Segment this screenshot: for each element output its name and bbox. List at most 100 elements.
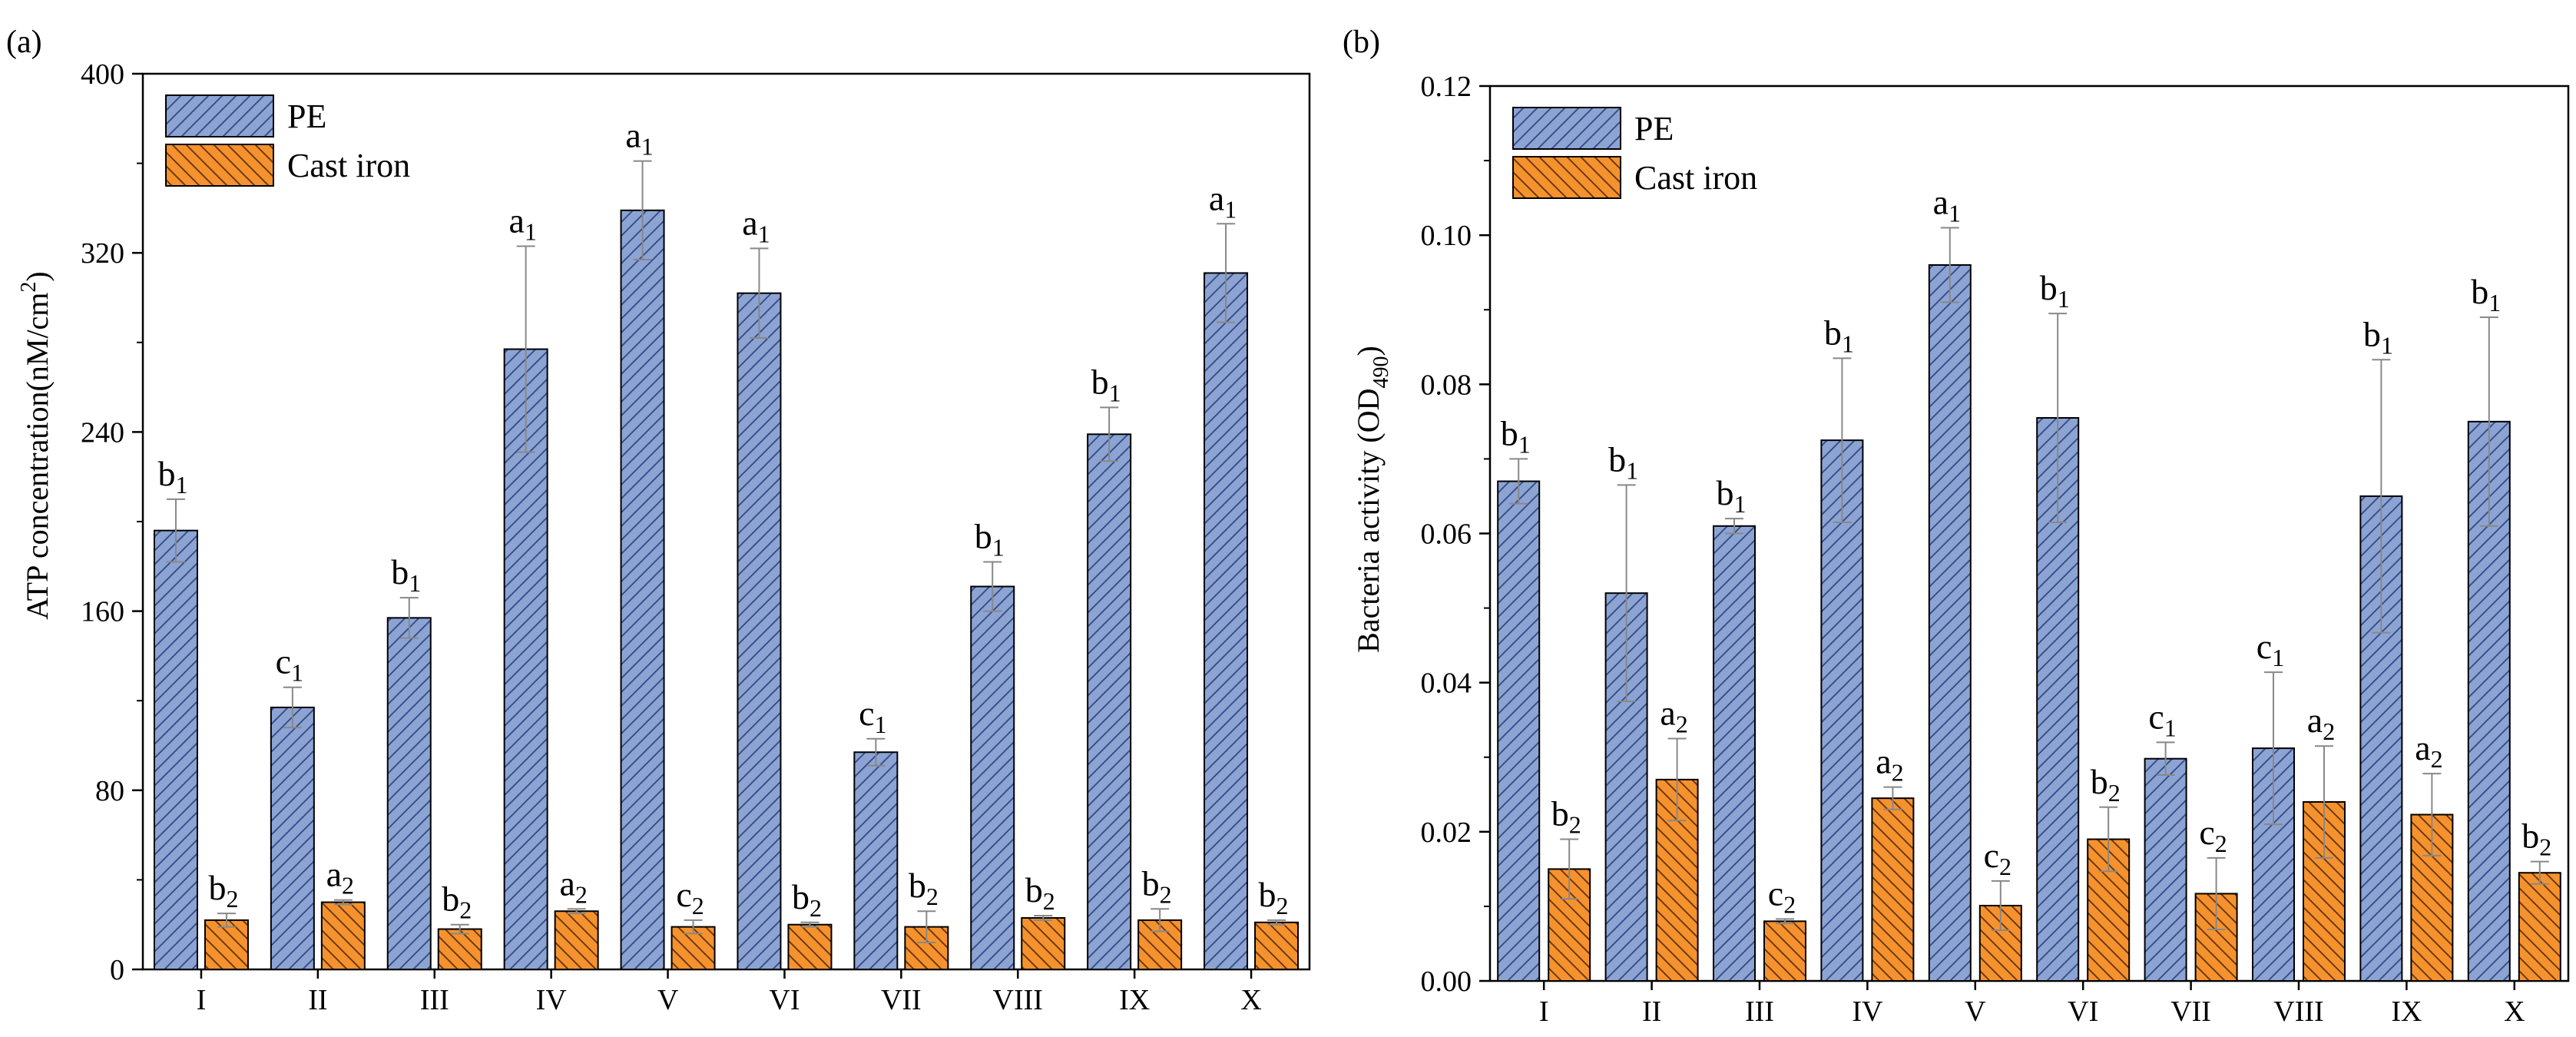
bar-cast-iron-a xyxy=(787,923,833,970)
x-tick-label-a: X xyxy=(1240,984,1261,1016)
bar-cast-iron-a xyxy=(437,928,482,971)
y-tick-label-b: 0.04 xyxy=(1421,668,1472,700)
significance-label-b: a2 xyxy=(2307,701,2335,745)
significance-label-b: c2 xyxy=(1768,873,1796,918)
x-tick-label-b: VIII xyxy=(2273,996,2323,1028)
plot-frame-a xyxy=(141,72,1311,971)
bar-cast-iron-b xyxy=(2518,872,2561,982)
significance-label-b: b2 xyxy=(2091,762,2121,807)
plot-b: 0.00 0.02 0.04 0.06 0.08 0.10 0.12 Ib1 b2 II b1 a2 I… xyxy=(1421,71,2570,1028)
x-tick-label-a: I xyxy=(197,984,207,1016)
significance-label-a: c1 xyxy=(276,642,303,687)
significance-label-a: b2 xyxy=(792,877,822,922)
significance-label-a: a2 xyxy=(326,855,354,900)
x-tick-label-a: V xyxy=(657,984,679,1016)
significance-label-b: b1 xyxy=(1717,473,1747,518)
panel-b-y-axis-label-main: Bacteria activity (OD xyxy=(1351,389,1386,653)
y-tick-label-b: 0.00 xyxy=(1421,966,1472,998)
significance-label-a: b2 xyxy=(1025,870,1055,915)
bar-pe-b xyxy=(1820,439,1864,982)
significance-label-a: c2 xyxy=(676,875,704,919)
x-tick-label-a: VIII xyxy=(993,984,1043,1016)
significance-label-a: b1 xyxy=(391,552,421,597)
significance-label-b: c2 xyxy=(2199,813,2227,857)
significance-label-b: b1 xyxy=(2471,272,2501,316)
legend-swatch-cast-iron xyxy=(1512,156,1621,199)
y-tick-label-a: 400 xyxy=(81,58,124,91)
bar-pe-a xyxy=(853,751,899,970)
significance-label-b: a2 xyxy=(1660,693,1687,737)
significance-label-b: b2 xyxy=(1551,794,1581,839)
panel-a-y-axis-label-sup: 2 xyxy=(17,282,41,293)
x-tick-label-b: III xyxy=(1745,996,1774,1028)
y-tick-label-b: 0.02 xyxy=(1421,817,1472,849)
bar-pe-a xyxy=(270,706,315,970)
panel-b-y-axis-label-sub: 490 xyxy=(1369,356,1393,389)
bar-cast-iron-a xyxy=(1254,921,1300,971)
panel-b: (b) 0.00 0.02 0.04 0.06 0.08 0.10 0.12 Ib1 b2 II b… xyxy=(1343,25,2570,1028)
significance-label-a: a1 xyxy=(508,200,536,245)
panel-a-y-axis-label-main: ATP concentration(nM/cm xyxy=(20,293,55,620)
x-tick-label-b: IV xyxy=(1852,996,1883,1028)
plot-a: 0 80 160 240 320 400 Ib1 b2 II c1 a2 III b1 b2 IV a1 a2 V… xyxy=(81,58,1311,1016)
bar-pe-a xyxy=(386,617,432,970)
significance-label-a: a1 xyxy=(742,203,770,247)
y-tick-label-a: 320 xyxy=(81,237,124,270)
y-tick-label-b: 0.12 xyxy=(1421,71,1472,103)
significance-label-b: a2 xyxy=(2415,728,2442,773)
significance-label-b: b1 xyxy=(1501,413,1531,458)
x-tick-label-a: IV xyxy=(536,984,568,1016)
significance-label-a: b2 xyxy=(909,866,939,910)
significance-label-a: b2 xyxy=(208,868,238,913)
significance-label-a: b1 xyxy=(1091,362,1121,406)
significance-label-b: a2 xyxy=(1876,742,1903,787)
x-tick-label-b: I xyxy=(1539,996,1549,1028)
x-tick-label-a: II xyxy=(308,984,327,1016)
bar-pe-a xyxy=(1087,433,1132,970)
legend-swatch-pe xyxy=(1512,107,1621,150)
bar-pe-a xyxy=(970,585,1015,970)
significance-label-b: c1 xyxy=(2148,697,2176,741)
x-tick-label-b: IX xyxy=(2391,996,2422,1028)
significance-label-a: b2 xyxy=(1142,863,1172,908)
significance-label-a: b2 xyxy=(442,880,472,924)
panel-a-y-axis-label: ATP concentration(nM/cm2) xyxy=(17,271,55,620)
legend-label-pe: PE xyxy=(1634,110,1674,147)
x-tick-label-b: VII xyxy=(2170,996,2211,1028)
bar-pe-b xyxy=(1497,480,1541,982)
bar-cast-iron-a xyxy=(554,910,599,970)
bar-cast-iron-a xyxy=(204,919,249,970)
bar-pe-a xyxy=(1204,272,1249,970)
x-tick-label-b: V xyxy=(1965,996,1986,1028)
y-tick-label-b: 0.06 xyxy=(1421,518,1472,551)
legend-label-pe: PE xyxy=(287,98,326,135)
significance-label-b: c1 xyxy=(2256,627,2284,671)
y-tick-label-a: 80 xyxy=(95,775,124,807)
x-tick-label-b: X xyxy=(2504,996,2525,1028)
bar-pe-a xyxy=(737,292,782,971)
bar-pe-a xyxy=(153,529,198,970)
x-tick-label-b: II xyxy=(1642,996,1661,1028)
significance-label-a: b1 xyxy=(975,516,1005,561)
significance-label-a: a2 xyxy=(559,863,587,908)
significance-label-a: c1 xyxy=(859,694,886,738)
significance-label-b: b1 xyxy=(1608,439,1638,484)
bar-cast-iron-a xyxy=(1021,916,1066,970)
bar-cast-iron-a xyxy=(320,901,366,971)
bar-cast-iron-b xyxy=(1871,797,1915,982)
y-tick-label-a: 160 xyxy=(81,596,124,628)
panel-b-y-axis-label-end: ) xyxy=(1351,346,1386,356)
significance-label-b: a1 xyxy=(1933,182,1961,227)
bar-pe-a xyxy=(620,209,665,970)
bar-pe-b xyxy=(2144,757,2187,982)
legend-label-cast-iron: Cast iron xyxy=(1634,159,1757,197)
significance-label-a: a1 xyxy=(1209,178,1237,223)
x-tick-label-a: VI xyxy=(769,984,800,1016)
significance-label-a: b2 xyxy=(1259,875,1289,919)
significance-label-b: b2 xyxy=(2521,817,2551,861)
significance-label-b: b1 xyxy=(2040,268,2070,313)
significance-label-b: b1 xyxy=(1824,313,1854,357)
significance-label-a: b1 xyxy=(157,454,187,499)
legend-swatch-pe xyxy=(165,94,274,137)
plot-frame-b xyxy=(1488,84,2570,982)
